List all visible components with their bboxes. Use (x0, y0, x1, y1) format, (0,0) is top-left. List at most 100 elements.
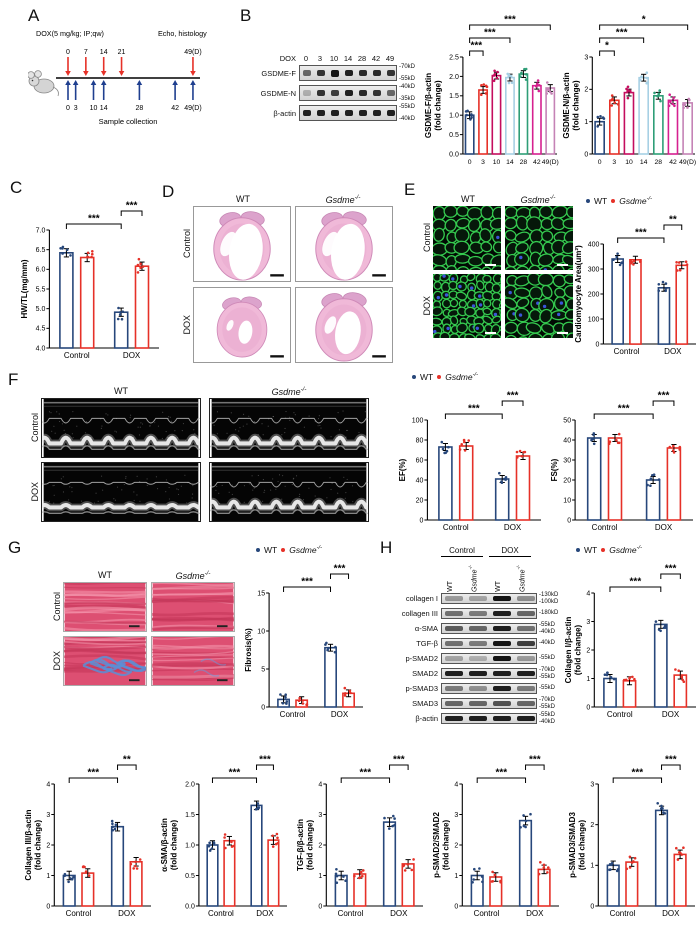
col-label-wt: WT (461, 194, 475, 204)
blot-strip (441, 668, 537, 679)
chart-psmad3: 0 1 2 3 p-SMAD3/SMAD3 (fold change) *** *** Cont… (566, 748, 698, 925)
col-label-wt: WT (98, 570, 112, 580)
blot-lane-number: 10 (329, 54, 339, 63)
blot-lane-label: Gsdme-/- (469, 564, 479, 592)
svg-text:10: 10 (90, 105, 98, 112)
svg-text:49(D): 49(D) (542, 159, 559, 166)
blot-row: SMAD3 -70kD -55kD (390, 697, 567, 710)
svg-text:80: 80 (416, 437, 424, 444)
svg-text:2.0: 2.0 (185, 781, 195, 788)
svg-text:200: 200 (588, 291, 600, 298)
svg-text:1: 1 (318, 873, 322, 880)
svg-text:***: *** (484, 28, 496, 39)
ko-legend-dot (281, 548, 286, 552)
blot-lane-number: 49 (385, 54, 395, 63)
wga-ko-control (505, 206, 573, 270)
svg-text:DOX: DOX (118, 909, 136, 918)
svg-text:(fold change): (fold change) (574, 625, 583, 676)
masson-ko-control (151, 582, 235, 632)
blot-markers: -55kD -40kD (539, 622, 556, 635)
blot-protein-label: SMAD3 (412, 699, 438, 708)
svg-text:3: 3 (612, 159, 616, 166)
col-label-gsdme-ko: Gsdme-/- (175, 570, 211, 581)
svg-text:0: 0 (584, 151, 588, 158)
svg-text:42: 42 (171, 105, 179, 112)
blot-protein-label: β-actin (273, 108, 296, 118)
svg-text:10: 10 (625, 159, 633, 166)
chart-hw-tl: 4.0 4.5 5.0 5.5 6.0 6.5 7.0 HW/TL(mg/mm) *** *** C… (18, 194, 162, 367)
svg-text:Control: Control (607, 710, 633, 719)
blot-protein-label: GSDME-F (261, 68, 296, 78)
svg-text:1.5: 1.5 (449, 93, 459, 100)
heart-histology-grid: WT Gsdme-/- Control DOX (180, 194, 393, 363)
echo-wt-dox (41, 462, 201, 522)
row-label-control: Control (421, 223, 432, 253)
blot-markers: -70kD -55kD (539, 697, 556, 710)
svg-text:DOX: DOX (256, 909, 274, 918)
svg-text:49(D): 49(D) (679, 159, 696, 166)
svg-text:2: 2 (590, 822, 594, 829)
svg-text:***: *** (88, 768, 100, 779)
svg-text:***: *** (88, 214, 100, 225)
echocardiography-grid: WT Gsdme-/- Control DOX (28, 386, 369, 522)
svg-text:0: 0 (66, 49, 70, 56)
blot-protein-label: p-SMAD3 (405, 684, 438, 693)
wt-legend-dot (586, 199, 590, 203)
row-label-dox: DOX (51, 651, 62, 671)
blot-strip (441, 593, 537, 604)
chart-gsdme-n: 0 1 2 3 GSDME-N/β-actin (fold change) * *** * 0 3 1… (560, 8, 698, 173)
experiment-timeline-diagram: DOX(5 mg/kg; IP;qw) Echo, histology 0 7 14 21… (27, 24, 233, 149)
svg-text:*: * (605, 41, 609, 52)
svg-text:0: 0 (586, 704, 590, 711)
masson-staining-grid: WT Gsdme-/- Control DOX (50, 570, 235, 686)
svg-text:3: 3 (454, 812, 458, 819)
svg-text:TGF-β/β-actin: TGF-β/β-actin (296, 819, 305, 871)
blot-markers: -40kD (539, 640, 556, 647)
blot-group-label: DOX (489, 546, 531, 557)
svg-text:0: 0 (590, 903, 594, 910)
blot-markers: -70kD -55kD (539, 667, 556, 680)
legend-f: WT Gsdme-/- (412, 372, 478, 382)
svg-text:28: 28 (520, 159, 528, 166)
blot-strip (441, 713, 537, 724)
row-label-control: Control (181, 229, 192, 259)
blot-row: GSDME-F -70kD -55kD (246, 64, 425, 82)
svg-text:0: 0 (46, 903, 50, 910)
svg-text:0: 0 (454, 903, 458, 910)
svg-text:Control: Control (443, 523, 469, 532)
svg-text:***: *** (301, 577, 313, 588)
svg-text:***: *** (470, 41, 482, 52)
svg-text:0: 0 (318, 903, 322, 910)
svg-text:(fold change): (fold change) (572, 80, 581, 131)
svg-text:p-SMAD3/SMAD3: p-SMAD3/SMAD3 (568, 812, 577, 878)
svg-text:***: *** (126, 201, 138, 212)
wt-legend-dot (256, 548, 260, 552)
svg-text:Control: Control (474, 909, 500, 918)
row-label-dox: DOX (421, 296, 432, 316)
svg-text:Collagen III/β-actin: Collagen III/β-actin (24, 809, 33, 880)
blot-markers: -55kD (539, 685, 556, 692)
ko-legend-dot (437, 375, 442, 379)
svg-text:30: 30 (563, 457, 571, 464)
svg-text:20: 20 (416, 497, 424, 504)
svg-text:1.0: 1.0 (185, 842, 195, 849)
svg-text:1: 1 (584, 119, 588, 126)
svg-text:14: 14 (506, 159, 514, 166)
svg-text:***: *** (504, 15, 516, 26)
svg-text:0: 0 (595, 341, 599, 348)
svg-text:4: 4 (454, 781, 458, 788)
svg-text:28: 28 (655, 159, 663, 166)
masson-wt-dox (63, 636, 147, 686)
echo-ko-control (209, 398, 369, 458)
svg-text:40: 40 (416, 477, 424, 484)
svg-text:10: 10 (493, 159, 501, 166)
blot-group-label: Control (441, 546, 483, 557)
svg-text:***: *** (259, 755, 271, 766)
panel-h-label: H (380, 538, 393, 557)
blot-strip (441, 608, 537, 619)
svg-text:1.5: 1.5 (185, 812, 195, 819)
wga-wt-dox (433, 274, 501, 338)
chart-tgfb: 0 1 2 3 4 TGF-β/β-actin (fold change) *** *** Con… (294, 748, 426, 925)
svg-text:4.5: 4.5 (36, 326, 46, 333)
blot-markers: -40kD -35kD (399, 84, 416, 102)
